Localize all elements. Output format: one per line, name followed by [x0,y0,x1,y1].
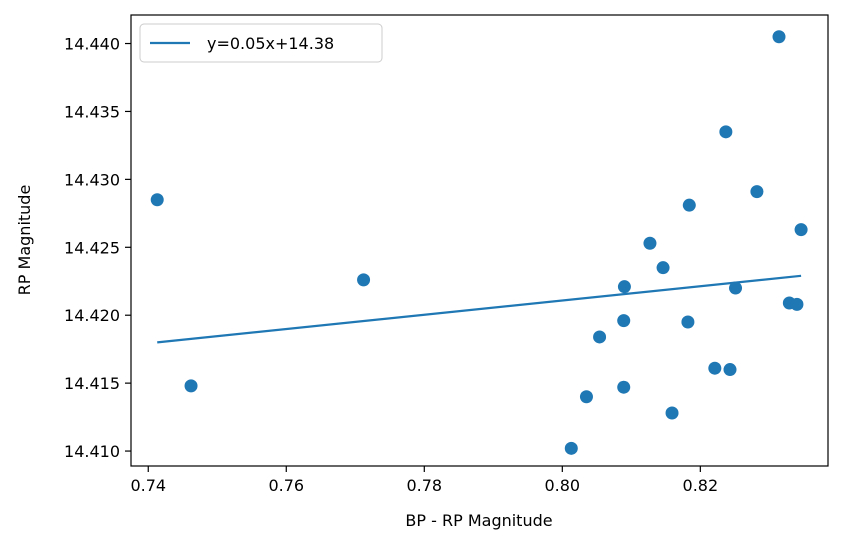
points-layer [150,30,808,455]
x-axis-ticks: 0.74 0.76 0.78 0.80 0.82 [130,466,718,495]
plot-frame [130,14,829,467]
x-tick-label: 0.76 [268,476,304,495]
data-point [617,314,631,328]
y-tick-label: 14.425 [64,238,120,257]
x-tick-label: 0.78 [406,476,442,495]
data-point [184,379,198,393]
data-point [665,406,679,420]
y-tick-label: 14.420 [64,306,120,325]
y-tick-label: 14.430 [64,170,120,189]
data-point [719,125,733,139]
data-point [579,390,593,404]
data-point [617,280,631,294]
data-point [357,273,371,287]
fit-line-layer [157,274,802,344]
plot-area [131,15,828,466]
data-point [656,261,670,275]
legend-label: y=0.05x+14.38 [207,34,334,53]
data-point [772,30,786,44]
data-point [750,185,764,199]
y-axis-label: RP Magnitude [15,185,34,296]
y-tick-label: 14.415 [64,374,120,393]
data-point [723,363,737,377]
data-point [617,380,631,394]
y-tick-label: 14.435 [64,102,120,121]
x-tick-label: 0.82 [683,476,719,495]
data-point [790,297,804,311]
data-point [729,281,743,295]
data-point [564,441,578,455]
data-point [643,236,657,250]
data-point [593,330,607,344]
data-point [150,193,164,207]
y-tick-label: 14.440 [64,35,120,54]
data-point [682,198,696,212]
x-tick-label: 0.80 [544,476,580,495]
data-point [681,315,695,329]
y-tick-label: 14.410 [64,442,120,461]
y-axis-ticks: 14.410 14.415 14.420 14.425 14.430 14.435 14.4… [64,35,131,461]
legend: y=0.05x+14.38 [139,23,383,63]
data-point [794,223,808,237]
fit-line [157,274,802,344]
legend-box [139,23,383,63]
data-point [708,361,722,375]
x-axis-label: BP - RP Magnitude [405,511,552,530]
x-tick-label: 0.74 [130,476,166,495]
